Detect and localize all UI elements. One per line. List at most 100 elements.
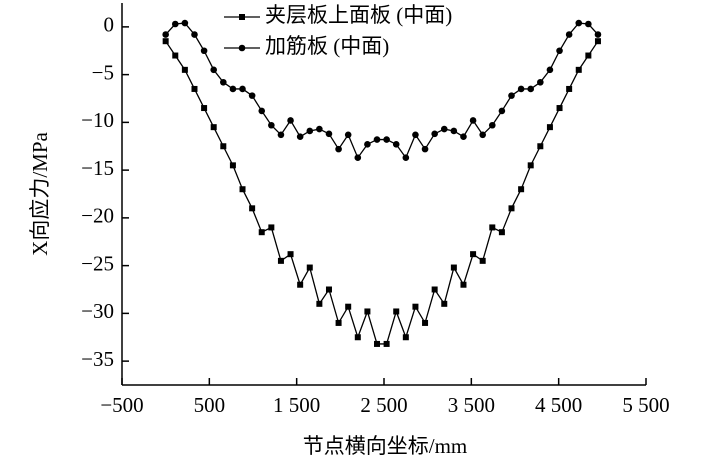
data-point: [200, 47, 208, 55]
data-point: [546, 124, 553, 131]
data-point: [191, 85, 198, 92]
data-point: [565, 31, 573, 38]
y-tick-label: −5: [92, 60, 114, 84]
data-point: [460, 281, 467, 288]
data-point: [296, 133, 304, 140]
data-point: [537, 78, 544, 86]
data-point: [402, 334, 409, 341]
data-point: [575, 19, 583, 27]
data-point: [181, 19, 189, 27]
data-point: [191, 31, 198, 38]
data-point: [364, 308, 371, 315]
data-point: [566, 85, 573, 92]
data-point: [325, 130, 333, 138]
data-point: [277, 131, 285, 139]
data-point: [594, 31, 602, 38]
data-point: [239, 85, 246, 93]
y-tick-label: −25: [81, 251, 114, 275]
y-tick-label: −10: [81, 108, 114, 132]
data-point: [374, 340, 381, 347]
data-point: [460, 133, 467, 140]
legend-label: 夹层板上面板 (中面): [265, 3, 452, 27]
y-tick-label: −20: [81, 204, 114, 228]
data-point: [306, 264, 313, 271]
data-point: [508, 92, 515, 99]
data-point: [344, 131, 352, 139]
data-point: [383, 340, 390, 347]
data-point: [575, 66, 582, 73]
data-point: [229, 85, 237, 93]
data-point: [585, 20, 592, 28]
data-point: [287, 251, 294, 258]
data-point: [556, 47, 563, 55]
data-point: [316, 125, 323, 133]
data-point: [249, 205, 256, 212]
data-point: [450, 127, 458, 135]
x-tick-label: 1 500: [273, 393, 320, 417]
data-point: [412, 303, 419, 310]
data-point: [546, 66, 554, 74]
legend-marker: [239, 14, 245, 20]
data-point: [440, 125, 448, 133]
y-axis-label: X向应力/MPa: [28, 131, 52, 255]
data-point: [220, 143, 227, 150]
data-point: [354, 334, 361, 341]
data-point: [335, 319, 342, 326]
data-point: [239, 186, 246, 193]
data-point: [441, 300, 448, 307]
y-tick-label: −15: [81, 156, 114, 180]
data-point: [297, 281, 304, 288]
data-point: [229, 162, 236, 169]
data-point: [220, 78, 227, 86]
data-point: [421, 145, 429, 153]
data-point: [470, 251, 477, 258]
data-point: [489, 224, 496, 231]
data-point: [277, 257, 284, 264]
data-point: [210, 66, 217, 74]
data-point: [268, 224, 275, 231]
data-point: [210, 124, 217, 131]
data-point: [172, 52, 179, 59]
data-point: [479, 131, 486, 139]
data-point: [171, 20, 179, 28]
x-tick-label: −500: [100, 393, 143, 417]
data-point: [383, 136, 390, 143]
data-point: [354, 154, 362, 162]
data-point: [594, 38, 601, 45]
data-point: [498, 107, 506, 115]
x-tick-label: 500: [194, 393, 226, 417]
data-point: [498, 229, 505, 236]
data-point: [402, 154, 410, 162]
data-point: [537, 143, 544, 150]
x-tick-label: 4 500: [535, 393, 582, 417]
y-tick-label: 0: [104, 13, 115, 37]
data-point: [325, 286, 332, 293]
data-point: [258, 107, 266, 115]
data-point: [364, 141, 371, 148]
data-point: [469, 117, 477, 124]
data-point: [392, 141, 400, 148]
data-point: [518, 186, 525, 193]
data-point: [373, 136, 381, 143]
data-point: [585, 52, 592, 59]
data-point: [181, 66, 188, 73]
data-point: [316, 300, 323, 307]
data-point: [527, 162, 534, 169]
data-point: [268, 121, 275, 129]
data-point: [162, 31, 169, 38]
data-point: [450, 264, 457, 271]
data-point: [201, 105, 208, 112]
y-tick-label: −30: [81, 299, 114, 323]
data-point: [258, 229, 265, 236]
data-point: [345, 303, 352, 310]
x-tick-label: 2 500: [360, 393, 407, 417]
x-axis-label: 节点横向坐标/mm: [303, 434, 468, 458]
data-point: [479, 257, 486, 264]
data-point: [393, 308, 400, 315]
data-point: [431, 286, 438, 293]
data-point: [306, 127, 314, 135]
data-point: [488, 121, 496, 129]
legend-label: 加筋板 (中面): [265, 34, 389, 58]
data-point: [248, 92, 256, 99]
